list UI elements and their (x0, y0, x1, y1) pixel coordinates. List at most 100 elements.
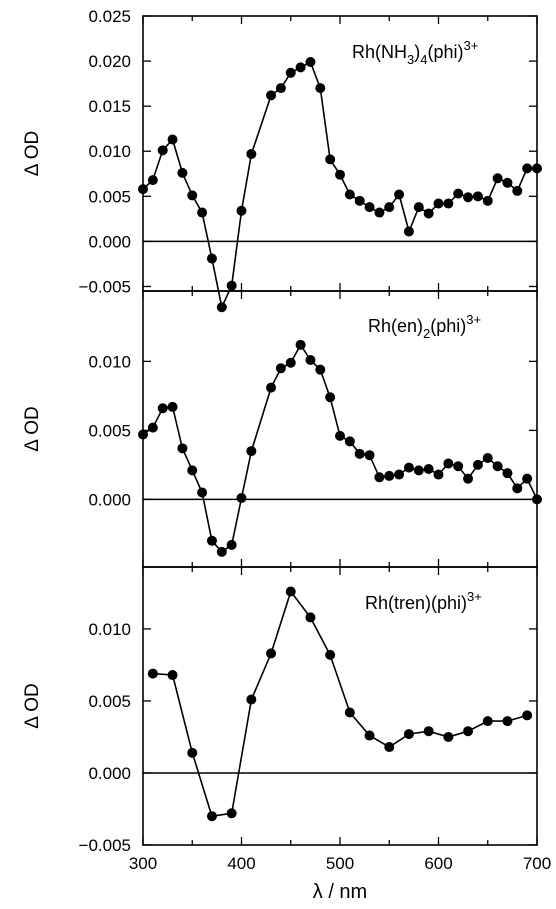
data-point (463, 726, 474, 737)
data-point (177, 167, 188, 178)
data-point (344, 707, 355, 718)
data-point (315, 364, 326, 375)
data-point (167, 134, 178, 145)
data-point (463, 192, 474, 203)
data-point (364, 450, 375, 461)
data-point (325, 392, 336, 403)
data-point (423, 726, 434, 737)
y-axis-label: Δ OD (22, 683, 43, 728)
data-point (285, 67, 296, 78)
data-point (305, 56, 316, 67)
data-point (522, 473, 533, 484)
data-point (502, 716, 513, 727)
y-tick-label: 0.005 (88, 692, 131, 711)
data-point (403, 226, 414, 237)
panel-label: Rh(en)2(phi)3+ (368, 312, 481, 341)
data-point (384, 202, 395, 213)
data-point (532, 163, 542, 174)
series-line (142, 343, 538, 553)
data-point (285, 586, 296, 597)
data-point (344, 436, 355, 447)
data-point (325, 154, 336, 165)
x-tick-label: 300 (129, 854, 157, 873)
data-point (305, 612, 316, 623)
data-point (275, 83, 286, 94)
data-point (206, 811, 217, 822)
data-point (335, 430, 345, 441)
x-tick-label: 400 (227, 854, 255, 873)
panel-2: 0.010 0.005 0.000 Δ OD Rh(en)2(phi)3+ (22, 290, 542, 568)
data-point (236, 205, 247, 216)
data-point (522, 710, 533, 721)
data-point (197, 207, 208, 218)
data-point (443, 198, 454, 209)
data-point (335, 169, 345, 180)
data-point (197, 487, 208, 498)
data-point (384, 742, 395, 753)
data-point (394, 469, 405, 480)
data-point (512, 185, 523, 196)
data-point (187, 465, 198, 476)
data-point (374, 472, 385, 483)
data-point (206, 535, 217, 546)
data-point (364, 730, 375, 741)
data-point (354, 195, 365, 206)
y-tick-label: 0.015 (88, 97, 131, 116)
data-point (413, 465, 424, 476)
data-point (374, 207, 385, 218)
data-point (275, 363, 286, 374)
data-point (394, 189, 405, 200)
data-point (443, 731, 454, 742)
data-point (364, 202, 375, 213)
panel-label: Rh(tren)(phi)3+ (365, 589, 482, 613)
data-point (246, 694, 257, 705)
x-tick-label: 700 (523, 854, 551, 873)
data-point (187, 190, 198, 201)
data-point (138, 429, 148, 440)
y-tick-label: −0.005 (79, 836, 131, 855)
data-point (532, 494, 542, 505)
data-point (453, 188, 464, 199)
data-point (266, 382, 277, 393)
y-tick-label: 0.000 (88, 764, 131, 783)
data-point (482, 716, 493, 727)
data-point (443, 458, 454, 469)
data-point (423, 208, 434, 219)
data-point (295, 62, 306, 73)
x-tick-label: 500 (326, 854, 354, 873)
data-point (138, 184, 148, 195)
x-axis: 300 400 500 600 700 λ / nm (129, 854, 551, 903)
data-point (266, 90, 277, 101)
data-point (167, 401, 178, 412)
data-point (325, 649, 336, 660)
data-point (413, 202, 424, 213)
y-tick-label: 0.000 (88, 232, 131, 251)
panel-3: 0.010 0.005 0.000 −0.005 Δ OD Rh(tren)(phi)3+ (22, 566, 538, 855)
data-point (157, 145, 168, 156)
data-point (522, 163, 533, 174)
data-point (403, 729, 414, 740)
data-point (492, 461, 503, 472)
data-point (285, 357, 296, 368)
data-point (226, 280, 237, 291)
y-tick-label: 0.025 (88, 7, 131, 26)
y-tick-label: 0.005 (88, 421, 131, 440)
data-point (167, 670, 178, 681)
data-point (216, 546, 227, 557)
data-point (453, 461, 464, 472)
data-point (423, 464, 434, 475)
data-point (226, 808, 237, 819)
data-point (147, 668, 158, 679)
data-point (305, 355, 316, 365)
data-point (482, 452, 493, 463)
y-axis-label: Δ OD (22, 131, 43, 176)
y-tick-label: 0.005 (88, 187, 131, 206)
y-tick-label: −0.005 (79, 277, 131, 296)
data-point (147, 175, 158, 186)
panels: 0.025 0.020 0.015 0.010 0.005 0.000 −0.005 Δ OD… (22, 7, 542, 855)
y-tick-label: 0.010 (88, 142, 131, 161)
series-line (142, 60, 537, 310)
data-point (463, 473, 474, 484)
data-point (226, 539, 237, 550)
